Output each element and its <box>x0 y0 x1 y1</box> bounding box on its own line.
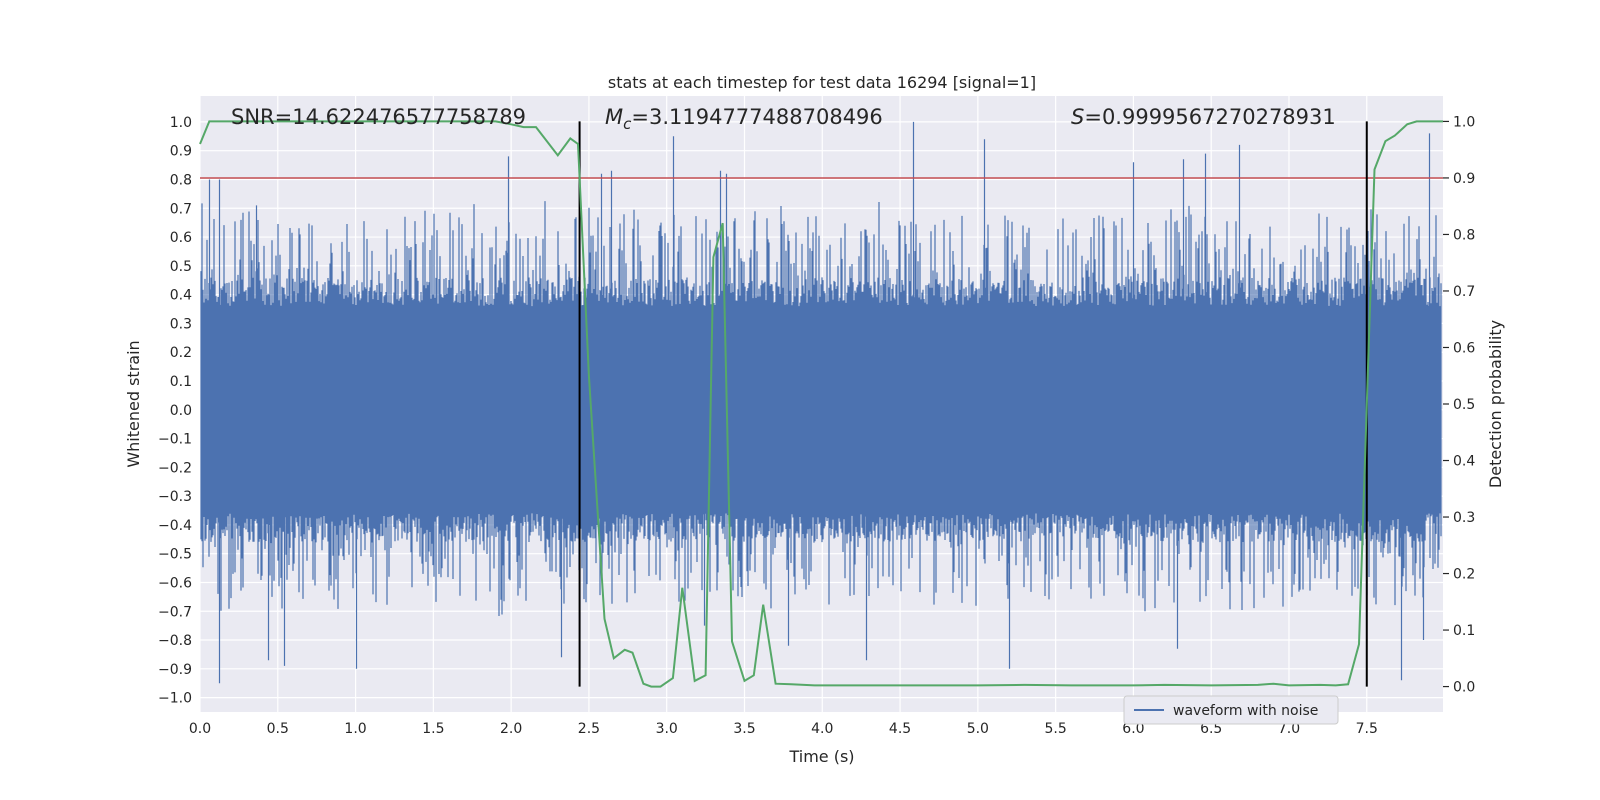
legend-box <box>1123 695 1339 725</box>
y-axis-right-label: Detection probability <box>1486 320 1505 488</box>
x-tick-label: 4.5 <box>889 721 911 737</box>
y-right-tick-label: 0.2 <box>1453 567 1475 583</box>
y-tick-label: −0.9 <box>158 662 192 678</box>
y-right-tick-label: 0.1 <box>1453 623 1475 639</box>
legend-label: waveform with noise <box>1173 703 1318 719</box>
y-tick-label: 0.5 <box>170 259 192 275</box>
y-right-tick-label: 0.4 <box>1453 454 1475 470</box>
chirp-mass-subscript: c <box>623 115 632 133</box>
y-tick-label: −0.4 <box>158 518 192 534</box>
x-axis-label: Time (s) <box>788 747 854 766</box>
x-tick-label: 5.5 <box>1044 721 1066 737</box>
y-tick-label: 0.8 <box>170 172 192 188</box>
y-tick-label: 0.9 <box>170 144 192 160</box>
x-tick-label: 7.5 <box>1356 721 1378 737</box>
snr-annotation: SNR=14.622476577758789 <box>231 105 526 129</box>
x-tick-label: 2.0 <box>500 721 522 737</box>
x-tick-label: 3.0 <box>656 721 678 737</box>
y-tick-label: 0.1 <box>170 374 192 390</box>
y-tick-label: 0.4 <box>170 288 192 304</box>
y-tick-label: −0.3 <box>158 489 192 505</box>
x-tick-label: 4.0 <box>811 721 833 737</box>
y-tick-label: −0.7 <box>158 604 192 620</box>
y-axis-label: Whitened strain <box>124 340 143 467</box>
y-tick-label: −0.2 <box>158 460 192 476</box>
y-tick-label: −0.5 <box>158 547 192 563</box>
y-tick-label: 0.6 <box>170 230 192 246</box>
y-right-tick-label: 1.0 <box>1453 114 1475 130</box>
legend: waveform with noise <box>1123 695 1339 725</box>
x-tick-label: 0.0 <box>189 721 211 737</box>
y-right-tick-label: 0.6 <box>1453 340 1475 356</box>
waveform-noise-path <box>200 121 1442 684</box>
y-tick-label: 0.2 <box>170 345 192 361</box>
score-value: =0.9999567270278931 <box>1084 105 1335 129</box>
score-symbol: S <box>1071 105 1084 129</box>
x-tick-label: 0.5 <box>267 721 289 737</box>
detection-probability-line <box>199 120 1443 688</box>
x-tick-label: 1.5 <box>422 721 444 737</box>
y-tick-label: 0.3 <box>170 316 192 332</box>
y-right-tick-label: 0.5 <box>1453 397 1475 413</box>
x-tick-label: 7.0 <box>1278 721 1300 737</box>
chirp-mass-symbol: M <box>605 105 623 129</box>
x-tick-label: 2.5 <box>578 721 600 737</box>
x-tick-label: 1.0 <box>344 721 366 737</box>
y-tick-label: 1.0 <box>170 115 192 131</box>
chirp-mass-value: =3.1194777488708496 <box>631 105 882 129</box>
y-tick-label: 0.0 <box>170 403 192 419</box>
y-axis-right: 1.0 0.9 0.8 0.7 0.6 0.5 0.4 0.3 0.2 0.1 0.0 <box>1443 114 1475 696</box>
y-right-tick-label: 0.7 <box>1453 284 1475 300</box>
x-tick-label: 3.5 <box>733 721 755 737</box>
y-tick-label: −1.0 <box>158 691 192 707</box>
y-axis-left: 1.0 0.9 0.8 0.7 0.6 0.5 0.4 0.3 0.2 0.1 0.0 −0.1 −0.… <box>158 115 192 707</box>
chirp-mass-annotation: Mc=3.1194777488708496 <box>605 105 883 133</box>
x-tick-label: 6.0 <box>1122 721 1144 737</box>
y-tick-label: −0.8 <box>158 633 192 649</box>
waveform-with-noise-series <box>200 121 1442 684</box>
x-axis: 0.0 0.5 1.0 1.5 2.0 2.5 3.0 3.5 4.0 4.5 5.0 5.5 6.0 6… <box>189 721 1378 737</box>
y-tick-label: −0.6 <box>158 575 192 591</box>
y-tick-label: −0.1 <box>158 432 192 448</box>
score-annotation: S=0.9999567270278931 <box>1071 105 1336 129</box>
y-right-tick-label: 0.0 <box>1453 680 1475 696</box>
x-tick-label: 6.5 <box>1200 721 1222 737</box>
y-right-tick-label: 0.3 <box>1453 510 1475 526</box>
y-tick-label: 0.7 <box>170 201 192 217</box>
x-tick-label: 5.0 <box>967 721 989 737</box>
y-right-tick-label: 0.8 <box>1453 227 1475 243</box>
y-right-tick-label: 0.9 <box>1453 171 1475 187</box>
chart-title: stats at each timestep for test data 162… <box>608 73 1036 92</box>
